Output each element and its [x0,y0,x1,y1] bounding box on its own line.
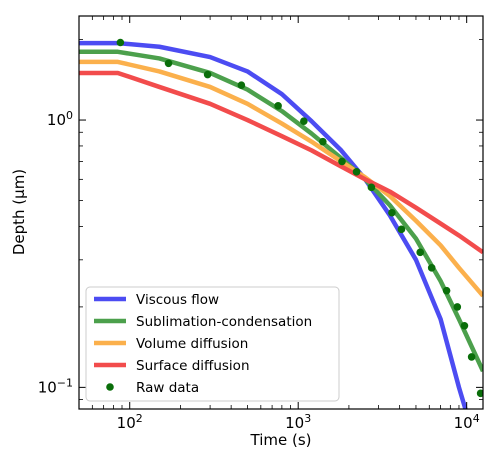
y-tick-label: 100 [47,109,73,129]
legend-label: Volume diffusion [136,336,248,352]
data-point [388,208,396,217]
x-tick-label: 104 [454,412,480,432]
data-point [237,81,246,89]
legend-label: Raw data [136,380,199,396]
data-point [397,225,406,234]
data-point [467,353,476,361]
data-point [300,117,308,125]
data-point [460,321,469,330]
x-axis-label: Time (s) [250,431,312,449]
y-tick-label: 10−1 [38,376,73,396]
legend-box [85,286,340,402]
data-point [416,248,425,257]
data-point [274,102,282,110]
data-point [352,168,361,176]
x-tick-label: 102 [117,412,143,432]
legend-label: Surface diffusion [136,358,250,374]
legend-label: Viscous flow [136,292,219,308]
data-point [453,303,462,311]
x-tick-label: 103 [285,412,311,432]
series-layer [79,38,483,409]
legend-label: Sublimation-condensation [136,314,312,330]
legend-marker [106,383,114,391]
series-line-2 [79,59,483,298]
data-point [116,38,125,47]
data-point [427,264,436,272]
series-line-0 [79,40,468,409]
data-point [442,286,451,295]
data-point [338,157,346,166]
data-point [319,137,327,146]
y-axis-label: Depth (μm) [10,169,28,255]
data-point [203,70,212,79]
tick-layer: 102 103 104 10−1 100 [38,16,483,432]
data-point [164,59,173,68]
data-point [476,389,483,398]
data-point [367,183,376,192]
series-line-3 [79,70,483,255]
legend: Viscous flow Sublimation-condensation Volu… [85,286,340,402]
plot-frame [78,15,484,410]
